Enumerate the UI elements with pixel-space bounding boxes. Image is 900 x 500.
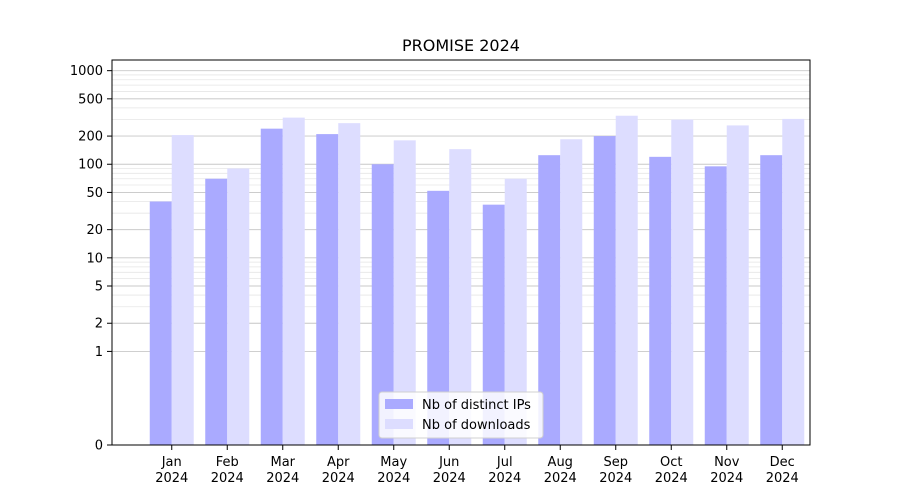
bar-nb-of-downloads bbox=[726, 125, 749, 445]
bar-nb-of-downloads bbox=[282, 117, 305, 445]
bar-nb-of-distinct-ips bbox=[760, 155, 783, 445]
bar-nb-of-downloads bbox=[338, 123, 361, 446]
axes: 0 1 2 5 10 20 50 100 200 500 1000 Jan 2024 Feb 2024 Mar… bbox=[70, 59, 811, 486]
x-tick-label: Feb 2024 bbox=[211, 455, 244, 486]
y-tick-label: 50 bbox=[86, 186, 103, 201]
bar-nb-of-distinct-ips bbox=[371, 164, 394, 445]
x-tick-label: Oct 2024 bbox=[655, 455, 688, 486]
x-tick-label: Mar 2024 bbox=[266, 455, 299, 486]
y-tick-label: 1 bbox=[95, 345, 103, 360]
bar-nb-of-downloads bbox=[449, 149, 472, 445]
bar-nb-of-distinct-ips bbox=[260, 128, 283, 445]
bar-nb-of-distinct-ips bbox=[649, 156, 672, 446]
y-tick-label: 1000 bbox=[70, 64, 103, 79]
x-tick-label: Jan 2024 bbox=[155, 455, 188, 486]
y-tick-label: 200 bbox=[78, 130, 103, 145]
y-tick-label: 10 bbox=[86, 251, 103, 266]
legend: Nb of distinct IPs Nb of downloads bbox=[378, 391, 544, 439]
bar-nb-of-distinct-ips bbox=[593, 136, 616, 446]
bar-nb-of-distinct-ips bbox=[316, 134, 339, 446]
bar-nb-of-downloads bbox=[171, 135, 194, 445]
x-tick-label: Apr 2024 bbox=[322, 455, 355, 486]
y-tick-label: 500 bbox=[78, 92, 103, 107]
chart-title: PROMISE 2024 bbox=[402, 36, 520, 55]
bar-nb-of-distinct-ips bbox=[704, 166, 727, 445]
bar-nb-of-downloads bbox=[560, 139, 583, 445]
bar-nb-of-distinct-ips bbox=[427, 190, 450, 445]
legend-swatch bbox=[385, 419, 413, 429]
bar-nb-of-downloads bbox=[615, 115, 638, 445]
bar-nb-of-downloads bbox=[227, 168, 250, 445]
x-tick-label: Jun 2024 bbox=[433, 455, 466, 486]
legend-label: Nb of distinct IPs bbox=[422, 398, 531, 413]
bar-nb-of-downloads bbox=[393, 140, 416, 445]
x-tick-label: Aug 2024 bbox=[544, 455, 577, 486]
bar-nb-of-downloads bbox=[504, 178, 527, 446]
legend-box bbox=[378, 391, 544, 439]
y-tick-label: 100 bbox=[78, 158, 103, 173]
bar-nb-of-downloads bbox=[782, 118, 805, 445]
bar-nb-of-distinct-ips bbox=[205, 178, 228, 446]
x-tick-label: Jul 2024 bbox=[488, 455, 521, 486]
y-tick-label: 5 bbox=[95, 280, 103, 295]
x-tick-label: May 2024 bbox=[377, 455, 410, 486]
legend-swatch bbox=[385, 399, 413, 409]
y-tick-label: 0 bbox=[95, 439, 103, 454]
y-tick-label: 2 bbox=[95, 317, 103, 332]
y-tick-label: 20 bbox=[86, 223, 103, 238]
plot-frame bbox=[111, 59, 811, 446]
bar-nb-of-distinct-ips bbox=[538, 155, 561, 445]
x-tick-label: Nov 2024 bbox=[710, 455, 743, 486]
bar-nb-of-distinct-ips bbox=[482, 204, 505, 445]
x-tick-label: Sep 2024 bbox=[599, 455, 632, 486]
bar-nb-of-distinct-ips bbox=[149, 201, 172, 445]
x-tick-label: Dec 2024 bbox=[766, 455, 799, 486]
bar-nb-of-downloads bbox=[671, 119, 694, 446]
bars bbox=[149, 115, 805, 446]
legend-label: Nb of downloads bbox=[422, 418, 531, 433]
